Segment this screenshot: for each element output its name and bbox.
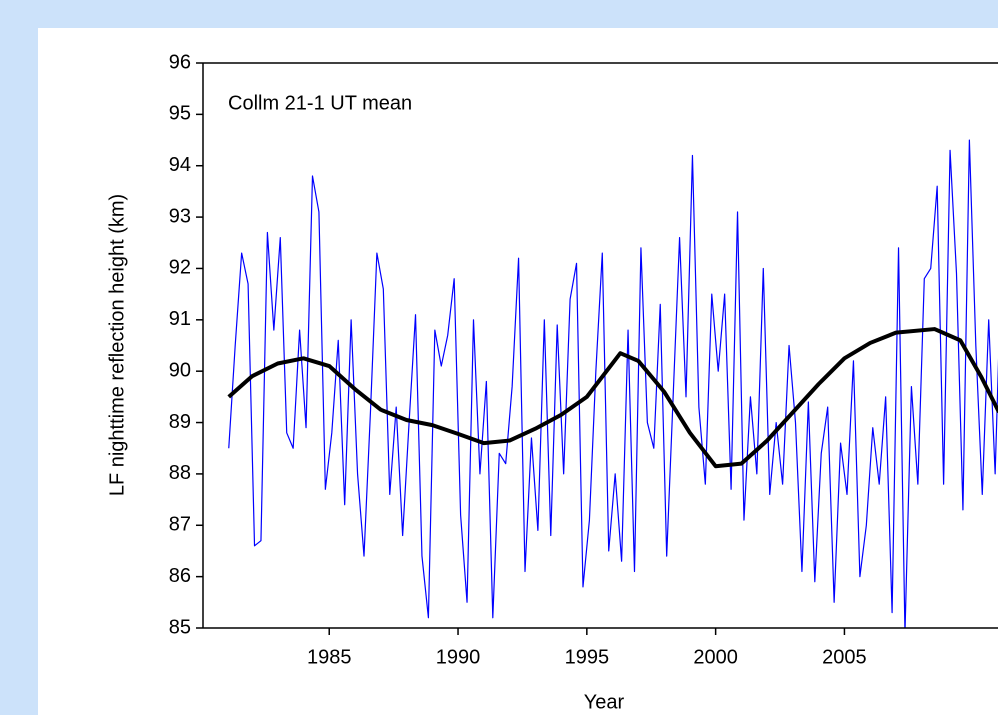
- x-tick-label: 1985: [307, 646, 352, 668]
- x-tick-label: 1995: [565, 646, 610, 668]
- data-line: [228, 139, 998, 628]
- y-tick-label: 87: [169, 514, 191, 536]
- x-tick-label: 2005: [822, 646, 867, 668]
- y-tick-label: 96: [169, 51, 191, 73]
- y-tick-label: 93: [169, 205, 191, 227]
- y-tick-label: 90: [169, 359, 191, 381]
- y-tick-label: 89: [169, 411, 191, 433]
- plot-area: [227, 139, 998, 628]
- y-tick-label: 88: [169, 462, 191, 484]
- x-axis-label: Year: [584, 691, 625, 713]
- annotation: Collm 21-1 UT mean: [228, 92, 412, 114]
- y-tick-label: 92: [169, 257, 191, 279]
- y-axis-label: LF nighttime reflection height (km): [106, 194, 128, 496]
- y-tick-label: 85: [169, 616, 191, 638]
- y-tick-label: 86: [169, 565, 191, 587]
- x-tick-label: 2000: [693, 646, 738, 668]
- y-tick-label: 95: [169, 103, 191, 125]
- y-tick-label: 94: [169, 154, 191, 176]
- x-tick-label: 1990: [436, 646, 481, 668]
- y-tick-label: 91: [169, 308, 191, 330]
- data-line: [227, 327, 998, 469]
